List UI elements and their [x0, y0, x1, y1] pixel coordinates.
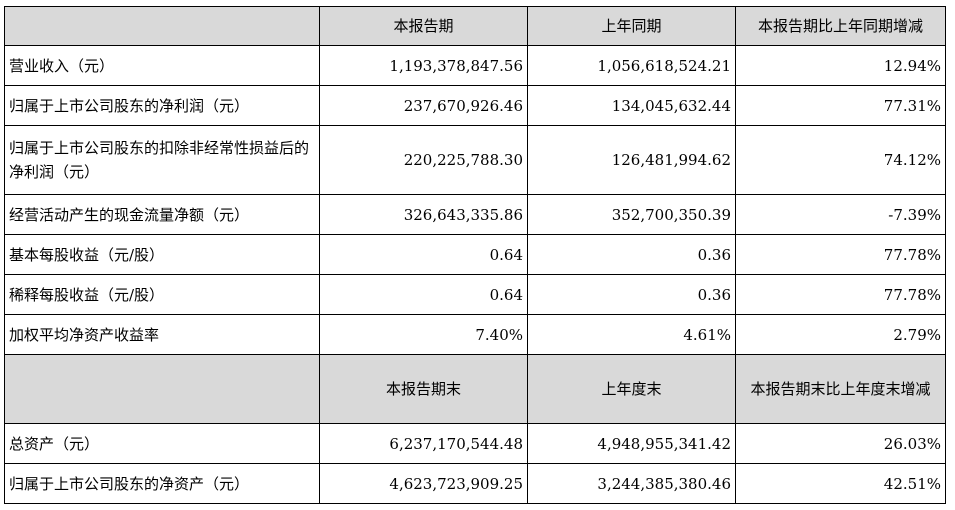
table-row: 归属于上市公司股东的扣除非经常性损益后的净利润（元） 220,225,788.3… — [4, 125, 946, 195]
table-row: 总资产（元） 6,237,170,544.48 4,948,955,341.42… — [4, 423, 946, 464]
row-label: 稀释每股收益（元/股） — [4, 274, 320, 315]
current-value: 237,670,926.46 — [319, 85, 528, 126]
table-header-row: 本报告期 上年同期 本报告期比上年同期增减 — [4, 6, 946, 46]
row-label: 归属于上市公司股东的扣除非经常性损益后的净利润（元） — [4, 125, 320, 195]
current-value: 0.64 — [319, 274, 528, 315]
change-value: 42.51% — [735, 463, 946, 504]
current-value: 326,643,335.86 — [319, 194, 528, 235]
prior-value: 126,481,994.62 — [527, 125, 736, 195]
table-row: 归属于上市公司股东的净利润（元） 237,670,926.46 134,045,… — [4, 85, 946, 126]
prior-value: 134,045,632.44 — [527, 85, 736, 126]
prior-value: 352,700,350.39 — [527, 194, 736, 235]
table-row: 基本每股收益（元/股） 0.64 0.36 77.78% — [4, 234, 946, 275]
table-header-row-period-end: 本报告期末 上年度末 本报告期末比上年度末增减 — [4, 354, 946, 424]
row-label: 归属于上市公司股东的净利润（元） — [4, 85, 320, 126]
prior-value: 3,244,385,380.46 — [527, 463, 736, 504]
current-value: 1,193,378,847.56 — [319, 45, 528, 86]
header-current-period: 本报告期 — [319, 6, 528, 46]
change-value: 77.78% — [735, 234, 946, 275]
prior-value: 0.36 — [527, 274, 736, 315]
financial-summary-table: 本报告期 上年同期 本报告期比上年同期增减 营业收入（元） 1,193,378,… — [4, 6, 946, 504]
current-value: 4,623,723,909.25 — [319, 463, 528, 504]
prior-value: 4,948,955,341.42 — [527, 423, 736, 464]
header-prior-year-end: 上年度末 — [527, 354, 736, 424]
prior-value: 0.36 — [527, 234, 736, 275]
financial-summary-table-container: 本报告期 上年同期 本报告期比上年同期增减 营业收入（元） 1,193,378,… — [4, 6, 946, 504]
current-value: 0.64 — [319, 234, 528, 275]
change-value: 77.31% — [735, 85, 946, 126]
table-row: 稀释每股收益（元/股） 0.64 0.36 77.78% — [4, 274, 946, 315]
change-value: 77.78% — [735, 274, 946, 315]
header-current-period-end: 本报告期末 — [319, 354, 528, 424]
header-yoy-change: 本报告期比上年同期增减 — [735, 6, 946, 46]
header2-blank-cell — [4, 354, 320, 424]
header-blank-cell — [4, 6, 320, 46]
table-row: 归属于上市公司股东的净资产（元） 4,623,723,909.25 3,244,… — [4, 463, 946, 504]
change-value: 26.03% — [735, 423, 946, 464]
row-label: 基本每股收益（元/股） — [4, 234, 320, 275]
row-label: 经营活动产生的现金流量净额（元） — [4, 194, 320, 235]
row-label: 归属于上市公司股东的净资产（元） — [4, 463, 320, 504]
change-value: -7.39% — [735, 194, 946, 235]
change-value: 74.12% — [735, 125, 946, 195]
header-period-end-change: 本报告期末比上年度末增减 — [735, 354, 946, 424]
change-value: 2.79% — [735, 314, 946, 355]
row-label: 加权平均净资产收益率 — [4, 314, 320, 355]
current-value: 7.40% — [319, 314, 528, 355]
prior-value: 1,056,618,524.21 — [527, 45, 736, 86]
table-row: 经营活动产生的现金流量净额（元） 326,643,335.86 352,700,… — [4, 194, 946, 235]
table-row: 加权平均净资产收益率 7.40% 4.61% 2.79% — [4, 314, 946, 355]
current-value: 220,225,788.30 — [319, 125, 528, 195]
change-value: 12.94% — [735, 45, 946, 86]
row-label: 营业收入（元） — [4, 45, 320, 86]
table-row: 营业收入（元） 1,193,378,847.56 1,056,618,524.2… — [4, 45, 946, 86]
current-value: 6,237,170,544.48 — [319, 423, 528, 464]
row-label: 总资产（元） — [4, 423, 320, 464]
prior-value: 4.61% — [527, 314, 736, 355]
header-prior-year-period: 上年同期 — [527, 6, 736, 46]
